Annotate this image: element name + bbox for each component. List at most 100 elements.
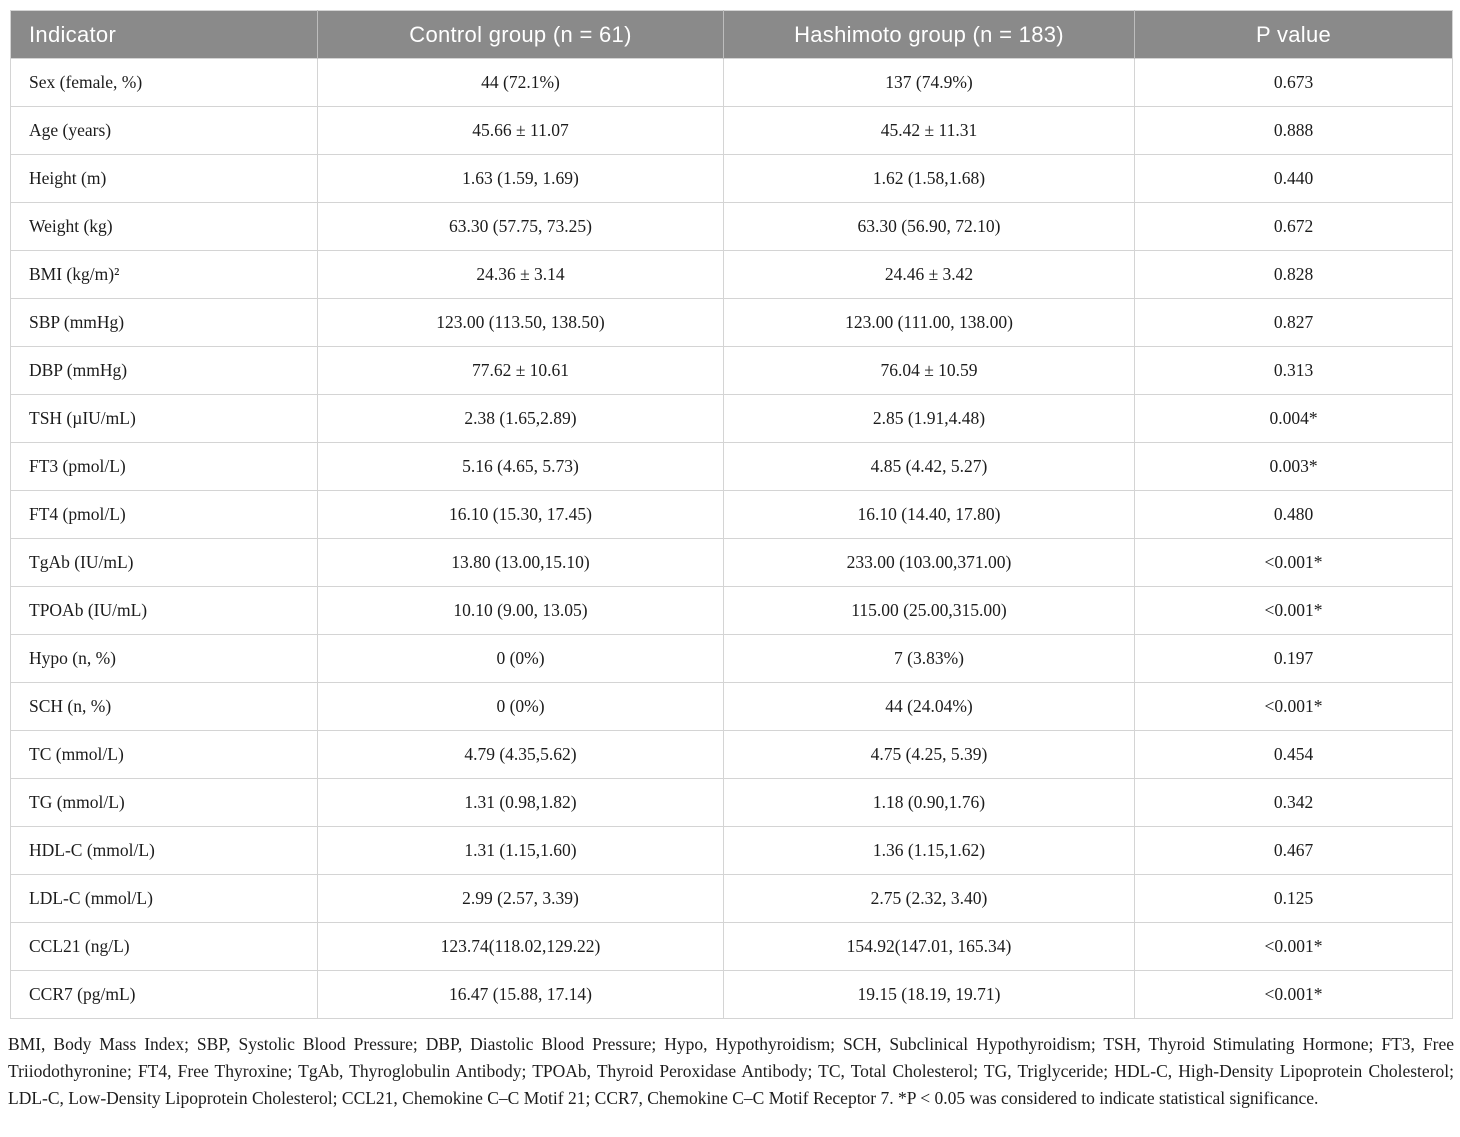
hashimoto-group-value-cell: 137 (74.9%) <box>723 58 1135 107</box>
indicator-cell: Age (years) <box>10 106 318 155</box>
table-row: TSH (µIU/mL) 2.38 (1.65,2.89) 2.85 (1.91… <box>10 394 1453 443</box>
table-row: SBP (mmHg) 123.00 (113.50, 138.50) 123.0… <box>10 298 1453 347</box>
p-value-cell: 0.888 <box>1134 106 1453 155</box>
p-value-cell: 0.440 <box>1134 154 1453 203</box>
hashimoto-group-value-cell: 24.46 ± 3.42 <box>723 250 1135 299</box>
control-group-value-cell: 16.47 (15.88, 17.14) <box>317 970 724 1019</box>
hashimoto-group-value-cell: 45.42 ± 11.31 <box>723 106 1135 155</box>
p-value-cell: <0.001* <box>1134 970 1453 1019</box>
table-row: TC (mmol/L) 4.79 (4.35,5.62) 4.75 (4.25,… <box>10 730 1453 779</box>
p-value-cell: <0.001* <box>1134 682 1453 731</box>
control-group-value-cell: 1.63 (1.59, 1.69) <box>317 154 724 203</box>
indicator-cell: Height (m) <box>10 154 318 203</box>
indicator-cell: SCH (n, %) <box>10 682 318 731</box>
hashimoto-group-value-cell: 1.36 (1.15,1.62) <box>723 826 1135 875</box>
hashimoto-group-value-cell: 2.75 (2.32, 3.40) <box>723 874 1135 923</box>
control-group-value-cell: 123.74(118.02,129.22) <box>317 922 724 971</box>
hashimoto-group-value-cell: 115.00 (25.00,315.00) <box>723 586 1135 635</box>
control-group-value-cell: 5.16 (4.65, 5.73) <box>317 442 724 491</box>
p-value-cell: 0.003* <box>1134 442 1453 491</box>
indicator-cell: BMI (kg/m)² <box>10 250 318 299</box>
p-value-cell: <0.001* <box>1134 586 1453 635</box>
p-value-cell: 0.342 <box>1134 778 1453 827</box>
table-row: DBP (mmHg) 77.62 ± 10.61 76.04 ± 10.59 0… <box>10 346 1453 395</box>
indicator-cell: Sex (female, %) <box>10 58 318 107</box>
control-group-value-cell: 13.80 (13.00,15.10) <box>317 538 724 587</box>
p-value-cell: 0.197 <box>1134 634 1453 683</box>
control-group-value-cell: 2.99 (2.57, 3.39) <box>317 874 724 923</box>
hashimoto-group-value-cell: 1.62 (1.58,1.68) <box>723 154 1135 203</box>
control-group-value-cell: 45.66 ± 11.07 <box>317 106 724 155</box>
column-header-control-group: Control group (n = 61) <box>317 10 724 59</box>
table-row: CCL21 (ng/L) 123.74(118.02,129.22) 154.9… <box>10 922 1453 971</box>
column-header-hashimoto-group: Hashimoto group (n = 183) <box>723 10 1135 59</box>
control-group-value-cell: 0 (0%) <box>317 682 724 731</box>
control-group-value-cell: 1.31 (1.15,1.60) <box>317 826 724 875</box>
control-group-value-cell: 1.31 (0.98,1.82) <box>317 778 724 827</box>
control-group-value-cell: 24.36 ± 3.14 <box>317 250 724 299</box>
indicator-cell: SBP (mmHg) <box>10 298 318 347</box>
indicator-cell: TgAb (IU/mL) <box>10 538 318 587</box>
table-row: Height (m) 1.63 (1.59, 1.69) 1.62 (1.58,… <box>10 154 1453 203</box>
table-row: FT4 (pmol/L) 16.10 (15.30, 17.45) 16.10 … <box>10 490 1453 539</box>
hashimoto-group-value-cell: 7 (3.83%) <box>723 634 1135 683</box>
indicator-cell: TG (mmol/L) <box>10 778 318 827</box>
indicator-cell: FT4 (pmol/L) <box>10 490 318 539</box>
table-footnote: BMI, Body Mass Index; SBP, Systolic Bloo… <box>8 1034 1454 1108</box>
table-row: BMI (kg/m)² 24.36 ± 3.14 24.46 ± 3.42 0.… <box>10 250 1453 299</box>
hashimoto-group-value-cell: 63.30 (56.90, 72.10) <box>723 202 1135 251</box>
hashimoto-group-value-cell: 16.10 (14.40, 17.80) <box>723 490 1135 539</box>
table-row: CCR7 (pg/mL) 16.47 (15.88, 17.14) 19.15 … <box>10 970 1453 1019</box>
indicator-cell: FT3 (pmol/L) <box>10 442 318 491</box>
table-row: TgAb (IU/mL) 13.80 (13.00,15.10) 233.00 … <box>10 538 1453 587</box>
hashimoto-group-value-cell: 1.18 (0.90,1.76) <box>723 778 1135 827</box>
control-group-value-cell: 63.30 (57.75, 73.25) <box>317 202 724 251</box>
p-value-cell: 0.480 <box>1134 490 1453 539</box>
indicator-cell: Hypo (n, %) <box>10 634 318 683</box>
table-row: Hypo (n, %) 0 (0%) 7 (3.83%) 0.197 <box>10 634 1453 683</box>
indicator-cell: CCL21 (ng/L) <box>10 922 318 971</box>
hashimoto-group-value-cell: 19.15 (18.19, 19.71) <box>723 970 1135 1019</box>
table-body: Sex (female, %) 44 (72.1%) 137 (74.9%) 0… <box>10 58 1453 1019</box>
p-value-cell: 0.313 <box>1134 346 1453 395</box>
table-row: TG (mmol/L) 1.31 (0.98,1.82) 1.18 (0.90,… <box>10 778 1453 827</box>
control-group-value-cell: 0 (0%) <box>317 634 724 683</box>
hashimoto-group-value-cell: 123.00 (111.00, 138.00) <box>723 298 1135 347</box>
p-value-cell: 0.004* <box>1134 394 1453 443</box>
control-group-value-cell: 4.79 (4.35,5.62) <box>317 730 724 779</box>
hashimoto-group-value-cell: 4.75 (4.25, 5.39) <box>723 730 1135 779</box>
control-group-value-cell: 10.10 (9.00, 13.05) <box>317 586 724 635</box>
control-group-value-cell: 77.62 ± 10.61 <box>317 346 724 395</box>
p-value-cell: 0.827 <box>1134 298 1453 347</box>
hashimoto-group-value-cell: 154.92(147.01, 165.34) <box>723 922 1135 971</box>
indicator-cell: CCR7 (pg/mL) <box>10 970 318 1019</box>
indicator-cell: HDL-C (mmol/L) <box>10 826 318 875</box>
p-value-cell: <0.001* <box>1134 538 1453 587</box>
table-row: Weight (kg) 63.30 (57.75, 73.25) 63.30 (… <box>10 202 1453 251</box>
column-header-p-value: P value <box>1134 10 1453 59</box>
indicator-cell: Weight (kg) <box>10 202 318 251</box>
control-group-value-cell: 44 (72.1%) <box>317 58 724 107</box>
p-value-cell: <0.001* <box>1134 922 1453 971</box>
hashimoto-group-value-cell: 4.85 (4.42, 5.27) <box>723 442 1135 491</box>
table-row: HDL-C (mmol/L) 1.31 (1.15,1.60) 1.36 (1.… <box>10 826 1453 875</box>
indicator-cell: TC (mmol/L) <box>10 730 318 779</box>
table-row: LDL-C (mmol/L) 2.99 (2.57, 3.39) 2.75 (2… <box>10 874 1453 923</box>
p-value-cell: 0.125 <box>1134 874 1453 923</box>
table-header-row: Indicator Control group (n = 61) Hashimo… <box>10 10 1453 59</box>
indicator-cell: LDL-C (mmol/L) <box>10 874 318 923</box>
indicator-cell: DBP (mmHg) <box>10 346 318 395</box>
indicator-cell: TSH (µIU/mL) <box>10 394 318 443</box>
baseline-characteristics-table: Indicator Control group (n = 61) Hashimo… <box>10 10 1453 1019</box>
control-group-value-cell: 2.38 (1.65,2.89) <box>317 394 724 443</box>
p-value-cell: 0.467 <box>1134 826 1453 875</box>
table-row: Age (years) 45.66 ± 11.07 45.42 ± 11.31 … <box>10 106 1453 155</box>
control-group-value-cell: 16.10 (15.30, 17.45) <box>317 490 724 539</box>
control-group-value-cell: 123.00 (113.50, 138.50) <box>317 298 724 347</box>
table-row: Sex (female, %) 44 (72.1%) 137 (74.9%) 0… <box>10 58 1453 107</box>
indicator-cell: TPOAb (IU/mL) <box>10 586 318 635</box>
hashimoto-group-value-cell: 76.04 ± 10.59 <box>723 346 1135 395</box>
p-value-cell: 0.828 <box>1134 250 1453 299</box>
table-row: SCH (n, %) 0 (0%) 44 (24.04%) <0.001* <box>10 682 1453 731</box>
